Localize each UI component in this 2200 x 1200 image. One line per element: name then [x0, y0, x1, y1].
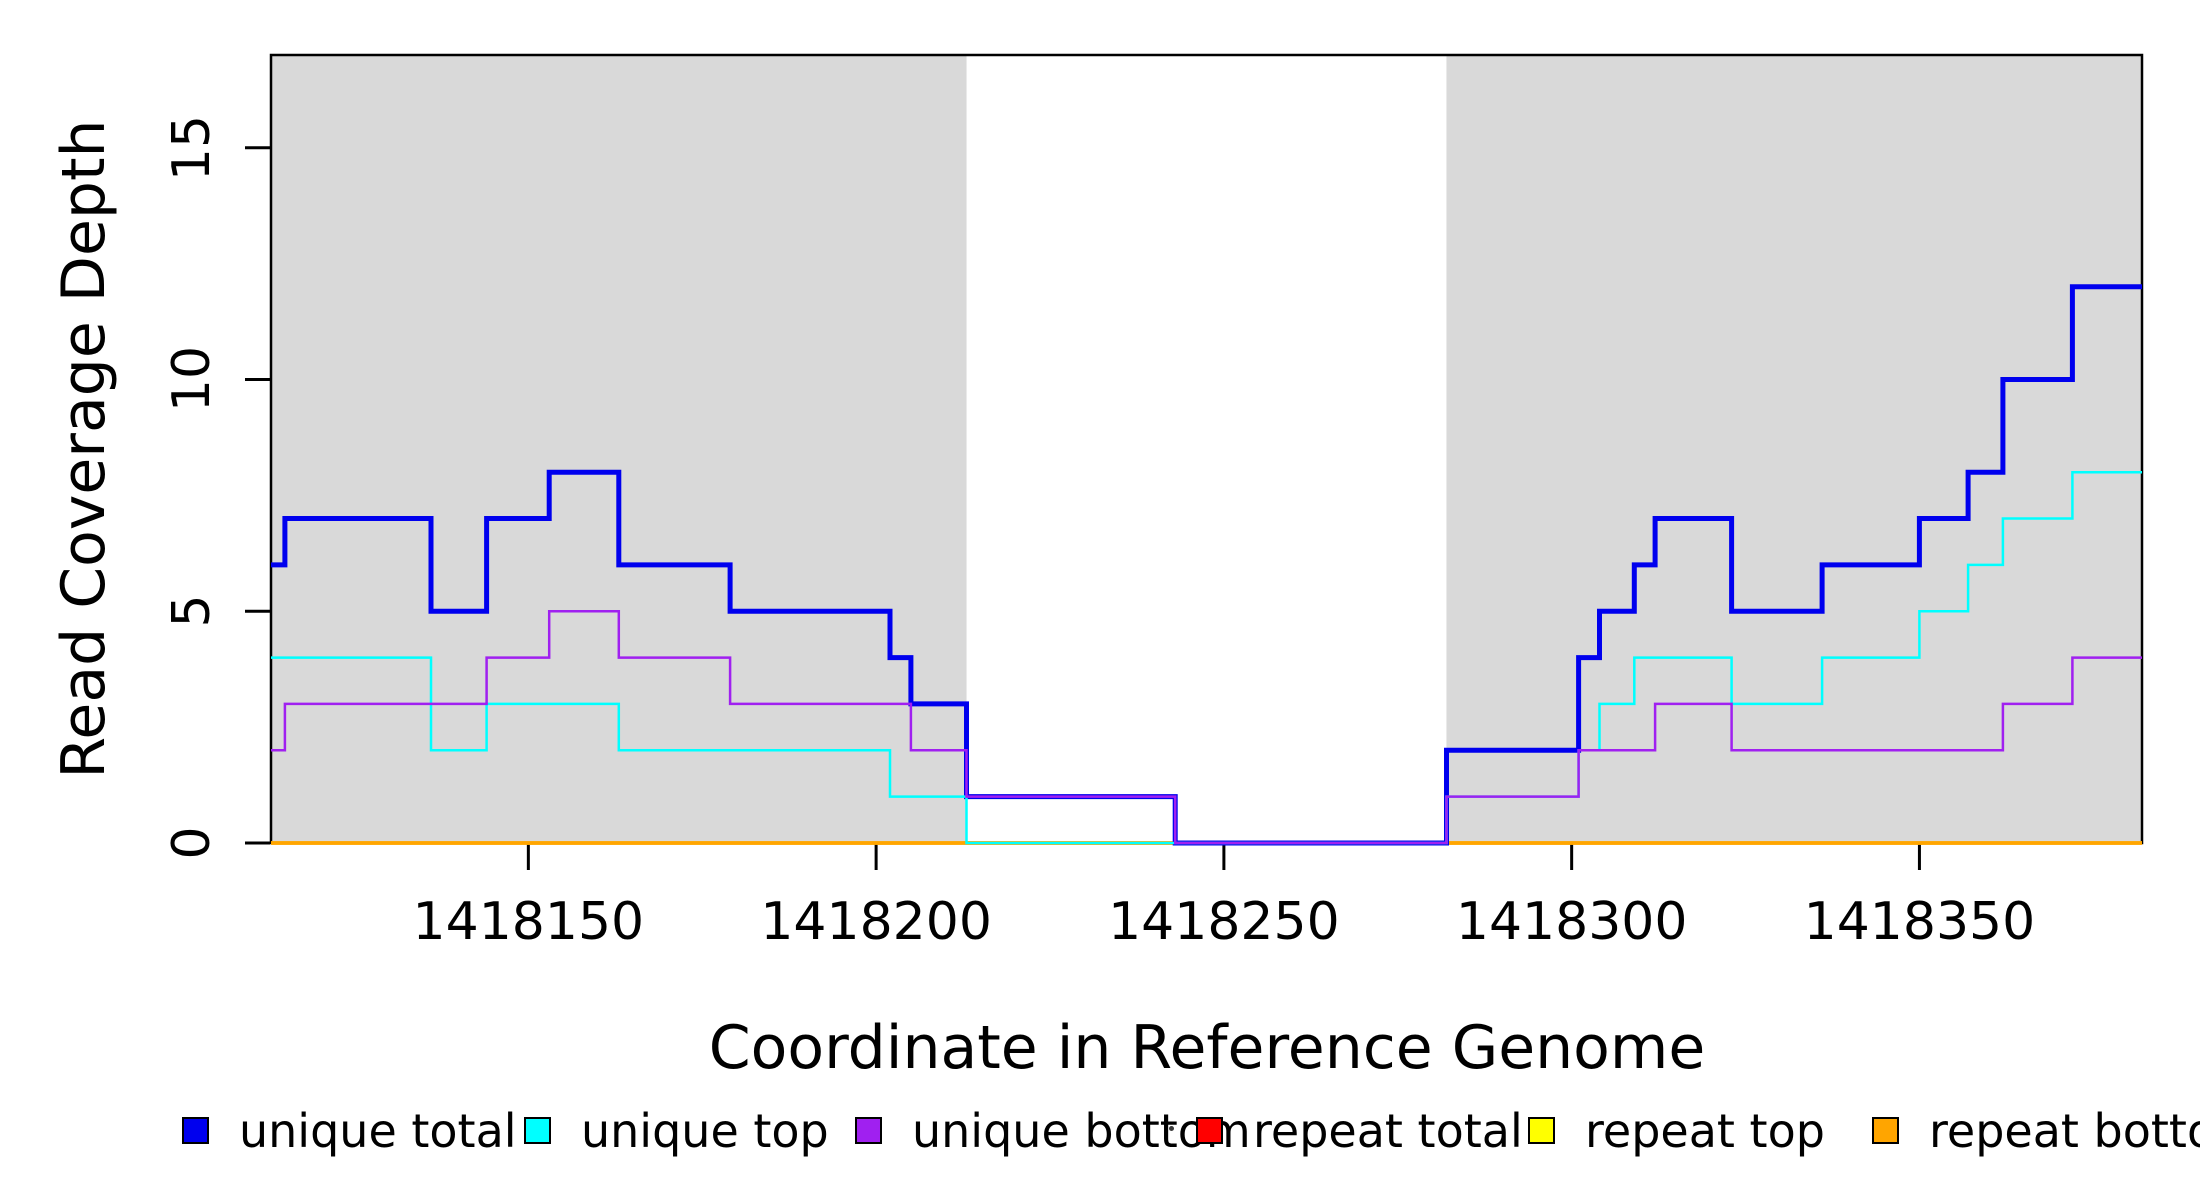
y-tick-label: 0	[162, 826, 222, 860]
y-tick-label: 10	[162, 346, 222, 413]
series-unique-top	[271, 470, 2142, 845]
legend-swatch-repeat-total	[1196, 1117, 1223, 1144]
x-axis-title: Coordinate in Reference Genome	[708, 1013, 1706, 1083]
legend-swatch-repeat-top	[1528, 1117, 1555, 1144]
x-tick-label: 1418250	[1108, 892, 1340, 952]
masked-region-right	[1446, 55, 2142, 843]
legend-label-repeat-total: repeat total	[1253, 1104, 1523, 1158]
legend-swatch-repeat-bottom	[1872, 1117, 1899, 1144]
legend-swatch-unique-top	[524, 1117, 551, 1144]
x-tick-label: 1418350	[1803, 892, 2036, 952]
legend-label-repeat-bottom: repeat bottom	[1929, 1104, 2200, 1158]
stray-mark	[1169, 1126, 1174, 1131]
x-tick-label: 1418150	[412, 892, 645, 952]
legend-label-unique-bottom: unique bottom	[912, 1104, 1251, 1158]
legend-label-unique-total: unique total	[239, 1104, 517, 1158]
legend-swatch-unique-total	[182, 1117, 209, 1144]
x-tick-label: 1418200	[760, 892, 992, 952]
legend-swatch-unique-bottom	[855, 1117, 882, 1144]
x-tick-label: 1418300	[1455, 892, 1688, 952]
series-unique-bottom	[271, 609, 2142, 845]
y-axis-title: Read Coverage Depth	[49, 119, 119, 779]
legend-label-unique-top: unique top	[581, 1104, 829, 1158]
y-tick-label: 15	[162, 114, 222, 181]
y-tick-label: 5	[162, 594, 222, 628]
legend-label-repeat-top: repeat top	[1585, 1104, 1825, 1158]
